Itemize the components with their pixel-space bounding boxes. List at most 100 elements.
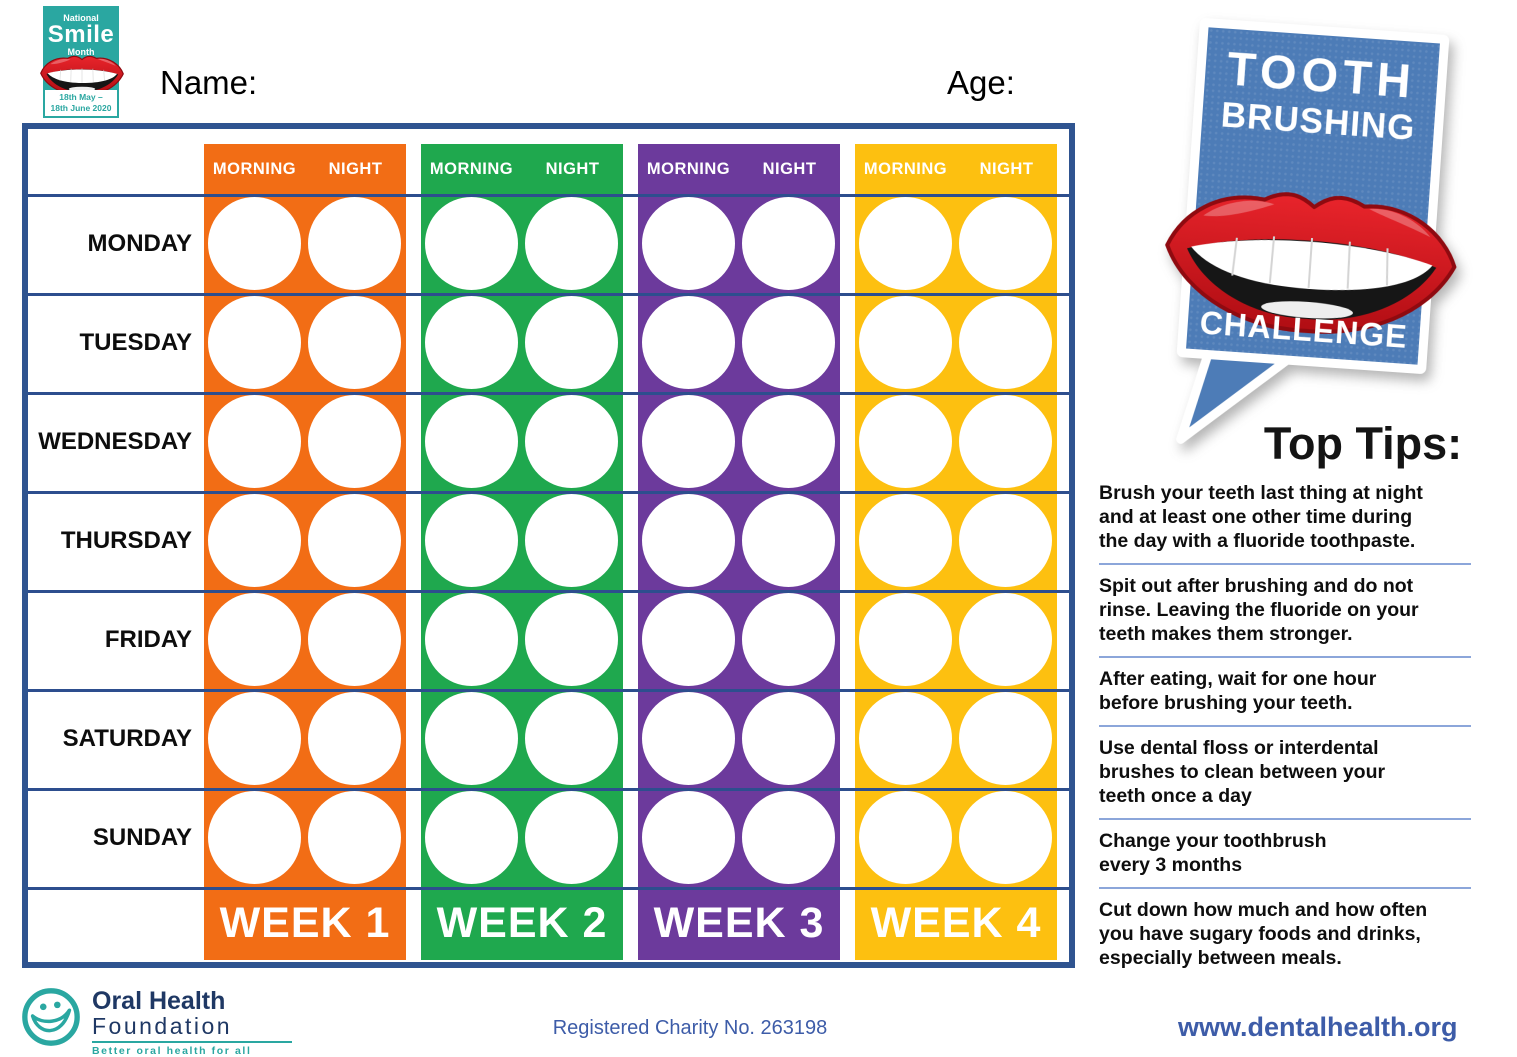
age-label: Age: <box>947 64 1015 101</box>
brushing-circle-week3-tuesday-night[interactable] <box>742 296 835 389</box>
row-divider <box>28 689 1069 692</box>
brushing-circle-week2-wednesday-night[interactable] <box>525 395 618 488</box>
org-name-line2: Foundation <box>92 1013 233 1039</box>
brushing-circle-week2-saturday-morning[interactable] <box>425 692 518 785</box>
smile-month-line2: Smile <box>47 21 115 48</box>
day-label-tuesday: TUESDAY <box>79 328 192 356</box>
night-header: NIGHT <box>328 159 383 178</box>
row-divider <box>28 293 1069 296</box>
tip-divider <box>1099 563 1471 565</box>
brushing-circle-week2-thursday-night[interactable] <box>525 494 618 587</box>
tip-item-2: Spit out after brushing and do not rinse… <box>1099 575 1419 645</box>
week-label-4: WEEK 4 <box>870 899 1042 947</box>
brushing-circle-week4-saturday-night[interactable] <box>959 692 1052 785</box>
brushing-circle-week3-friday-morning[interactable] <box>642 593 735 686</box>
brushing-circle-week2-friday-morning[interactable] <box>425 593 518 686</box>
brushing-circle-week4-saturday-morning[interactable] <box>859 692 952 785</box>
tooth-brushing-challenge-badge: TOOTH BRUSHING CHALLENGE <box>1159 17 1461 444</box>
oral-health-foundation-logo: Oral Health Foundation Better oral healt… <box>20 986 292 1057</box>
brushing-circle-week3-monday-night[interactable] <box>742 197 835 290</box>
brushing-circle-week1-wednesday-night[interactable] <box>308 395 401 488</box>
row-divider <box>28 788 1069 791</box>
brushing-circle-week2-thursday-morning[interactable] <box>425 494 518 587</box>
brushing-circle-week1-thursday-night[interactable] <box>308 494 401 587</box>
tip-item-3: After eating, wait for one hour before b… <box>1099 668 1377 714</box>
week-band-4: MORNING NIGHT WEEK 4 <box>855 144 1057 960</box>
week-band-3: MORNING NIGHT WEEK 3 <box>638 144 840 960</box>
brushing-circle-week3-saturday-night[interactable] <box>742 692 835 785</box>
brushing-circle-week1-friday-morning[interactable] <box>208 593 301 686</box>
tip-item-5: Change your toothbrush every 3 months <box>1099 830 1327 876</box>
brushing-circle-week4-thursday-morning[interactable] <box>859 494 952 587</box>
website-link[interactable]: www.dentalhealth.org <box>1178 1012 1458 1042</box>
tip-divider <box>1099 887 1471 889</box>
brushing-circle-week3-thursday-morning[interactable] <box>642 494 735 587</box>
national-smile-month-logo: National Smile Month 18th May – 18th Jun… <box>40 6 124 118</box>
brushing-circle-week2-tuesday-night[interactable] <box>525 296 618 389</box>
brushing-circle-week3-wednesday-night[interactable] <box>742 395 835 488</box>
night-header: NIGHT <box>545 159 600 178</box>
brushing-circle-week2-tuesday-morning[interactable] <box>425 296 518 389</box>
brushing-circle-week2-monday-morning[interactable] <box>425 197 518 290</box>
smile-month-line3: Month <box>67 47 95 57</box>
brushing-circle-week1-saturday-morning[interactable] <box>208 692 301 785</box>
name-label: Name: <box>160 64 258 101</box>
brushing-circle-week4-sunday-morning[interactable] <box>859 791 952 884</box>
brushing-circle-week1-sunday-night[interactable] <box>308 791 401 884</box>
day-label-saturday: SATURDAY <box>62 724 192 752</box>
brushing-circle-week1-tuesday-night[interactable] <box>308 296 401 389</box>
oral-health-foundation-text: Oral Health Foundation Better oral healt… <box>92 986 292 1057</box>
brushing-circle-week4-monday-night[interactable] <box>959 197 1052 290</box>
brushing-circle-week3-thursday-night[interactable] <box>742 494 835 587</box>
row-divider <box>28 194 1069 197</box>
brushing-circle-week1-thursday-morning[interactable] <box>208 494 301 587</box>
brushing-circle-week4-friday-morning[interactable] <box>859 593 952 686</box>
brushing-circle-week4-thursday-night[interactable] <box>959 494 1052 587</box>
morning-header: MORNING <box>212 159 297 178</box>
day-label-sunday: SUNDAY <box>92 823 192 851</box>
day-label-monday: MONDAY <box>87 229 192 257</box>
brushing-circle-week3-saturday-morning[interactable] <box>642 692 735 785</box>
brushing-circle-week1-monday-morning[interactable] <box>208 197 301 290</box>
tip-item-4: Use dental floss or interdental brushes … <box>1099 737 1386 807</box>
brushing-circle-week3-monday-morning[interactable] <box>642 197 735 290</box>
brushing-circle-week2-sunday-night[interactable] <box>525 791 618 884</box>
week-label-2: WEEK 2 <box>436 899 608 947</box>
morning-header: MORNING <box>863 159 948 178</box>
brushing-circle-week4-sunday-night[interactable] <box>959 791 1052 884</box>
brushing-circle-week2-monday-night[interactable] <box>525 197 618 290</box>
brushing-circle-week1-tuesday-morning[interactable] <box>208 296 301 389</box>
brushing-circle-week4-friday-night[interactable] <box>959 593 1052 686</box>
brushing-circle-week1-monday-night[interactable] <box>308 197 401 290</box>
charity-number: Registered Charity No. 263198 <box>552 1017 828 1039</box>
brushing-circle-week1-saturday-night[interactable] <box>308 692 401 785</box>
band-header: MORNING NIGHT <box>421 144 623 194</box>
brushing-circle-week3-tuesday-morning[interactable] <box>642 296 735 389</box>
day-label-friday: FRIDAY <box>104 625 192 653</box>
brushing-circle-week1-wednesday-morning[interactable] <box>208 395 301 488</box>
brushing-circle-week2-sunday-morning[interactable] <box>425 791 518 884</box>
brushing-circle-week4-tuesday-night[interactable] <box>959 296 1052 389</box>
tip-divider <box>1099 725 1471 727</box>
brushing-circle-week4-tuesday-morning[interactable] <box>859 296 952 389</box>
brushing-circle-week3-sunday-morning[interactable] <box>642 791 735 884</box>
morning-header: MORNING <box>429 159 514 178</box>
brushing-chart: MONDAY TUESDAY WEDNESDAY THURSDAY FRIDAY SATU… <box>22 123 1075 968</box>
org-tagline: Better oral health for all <box>92 1045 252 1057</box>
brushing-circle-week1-sunday-morning[interactable] <box>208 791 301 884</box>
brushing-circle-week3-wednesday-morning[interactable] <box>642 395 735 488</box>
brushing-circle-week2-wednesday-morning[interactable] <box>425 395 518 488</box>
brushing-circle-week4-wednesday-night[interactable] <box>959 395 1052 488</box>
band-header: MORNING NIGHT <box>204 144 406 194</box>
brushing-circle-week1-friday-night[interactable] <box>308 593 401 686</box>
brushing-circle-week4-wednesday-morning[interactable] <box>859 395 952 488</box>
brushing-circle-week3-friday-night[interactable] <box>742 593 835 686</box>
brushing-circle-week2-saturday-night[interactable] <box>525 692 618 785</box>
speech-bubble: TOOTH BRUSHING CHALLENGE <box>1159 17 1461 375</box>
top-tips-title: Top Tips: <box>1263 418 1463 469</box>
brushing-circle-week3-sunday-night[interactable] <box>742 791 835 884</box>
brushing-circle-week4-monday-morning[interactable] <box>859 197 952 290</box>
brushing-circle-week2-friday-night[interactable] <box>525 593 618 686</box>
week-band-1: MORNING NIGHT WEEK 1 <box>204 144 406 960</box>
smiley-icon <box>22 988 80 1046</box>
